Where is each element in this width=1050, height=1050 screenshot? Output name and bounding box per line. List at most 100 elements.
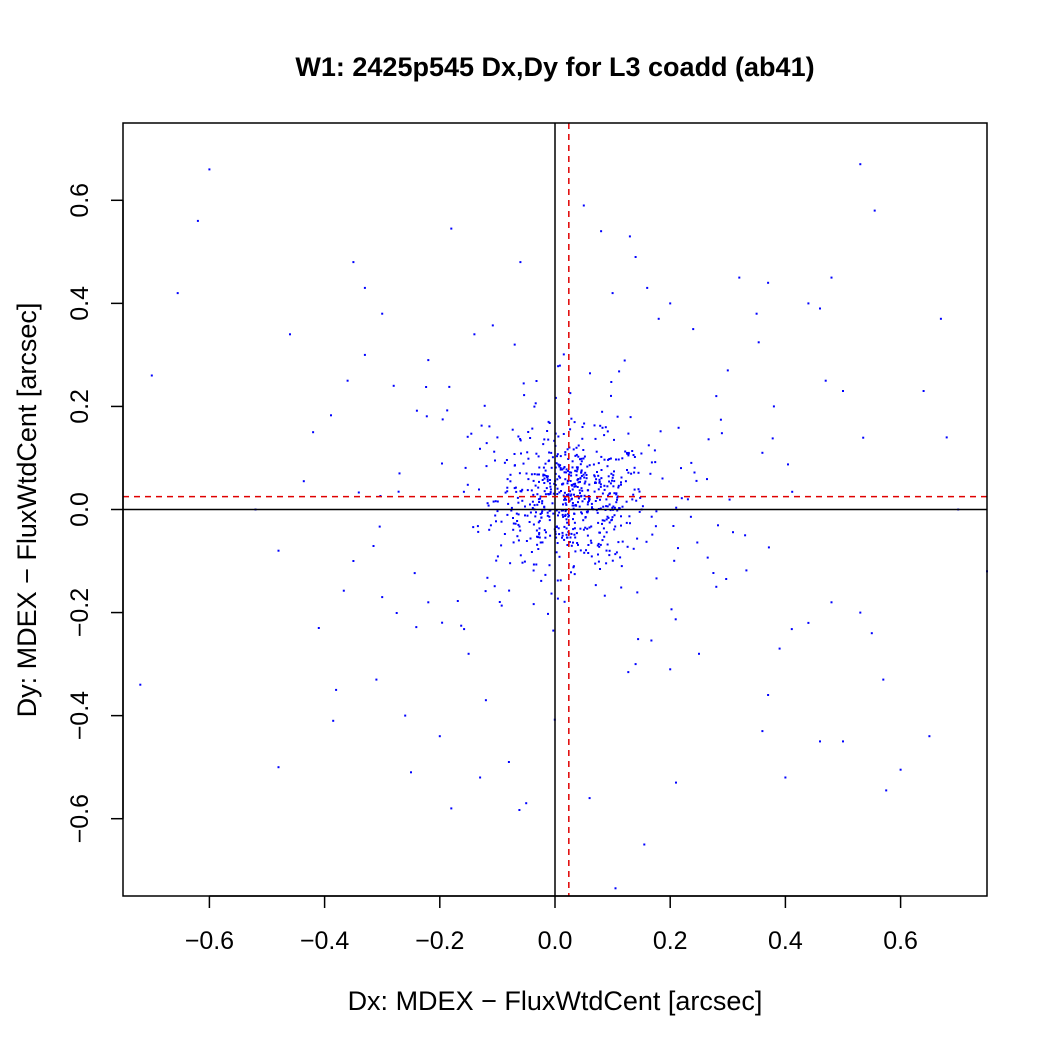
scatter-point-343 <box>556 542 559 544</box>
scatter-point-168 <box>550 451 553 454</box>
scatter-point-184 <box>543 438 546 441</box>
scatter-point-95 <box>494 514 497 517</box>
scatter-point-646 <box>506 513 509 516</box>
scatter-point-406 <box>538 536 541 539</box>
scatter-point-607 <box>582 449 585 451</box>
scatter-point-786 <box>654 461 657 464</box>
scatter-point-126 <box>496 500 499 503</box>
scatter-point-710 <box>548 515 551 518</box>
scatter-point-572 <box>487 504 490 507</box>
scatter-point-751 <box>556 493 559 495</box>
scatter-point-221 <box>611 516 614 519</box>
scatter-point-70 <box>669 668 672 671</box>
scatter-point-418 <box>556 453 559 456</box>
scatter-point-610 <box>674 618 677 621</box>
scatter-point-614 <box>500 604 503 607</box>
scatter-point-544 <box>538 480 540 483</box>
scatter-point-73 <box>657 317 660 320</box>
scatter-point-800 <box>562 467 565 470</box>
scatter-point-725 <box>413 572 416 575</box>
scatter-point-218 <box>586 534 589 537</box>
scatter-point-623 <box>598 531 601 534</box>
scatter-point-43 <box>807 302 810 305</box>
scatter-point-318 <box>563 491 566 494</box>
scatter-point-310 <box>566 521 569 524</box>
scatter-point-72 <box>692 328 695 331</box>
scatter-point-132 <box>507 502 510 505</box>
scatter-point-682 <box>577 481 580 484</box>
scatter-point-721 <box>495 559 498 562</box>
scatter-point-491 <box>558 511 561 514</box>
scatter-point-531 <box>562 515 565 518</box>
scatter-point-301 <box>611 476 614 479</box>
scatter-point-799 <box>599 568 601 570</box>
scatter-point-90 <box>559 468 562 471</box>
scatter-point-364 <box>534 484 537 487</box>
scatter-point-242 <box>533 473 536 476</box>
scatter-point-520 <box>543 474 546 477</box>
scatter-point-611 <box>610 381 613 383</box>
scatter-point-493 <box>593 475 596 478</box>
scatter-point-564 <box>568 541 571 543</box>
scatter-point-212 <box>485 465 488 468</box>
scatter-point-580 <box>593 424 596 427</box>
scatter-point-65 <box>715 395 718 398</box>
scatter-point-553 <box>521 488 524 491</box>
scatter-point-175 <box>616 509 619 512</box>
scatter-point-567 <box>572 483 575 486</box>
scatter-point-759 <box>460 624 463 627</box>
scatter-point-568 <box>618 507 621 510</box>
scatter-point-75 <box>381 596 384 599</box>
scatter-point-40 <box>859 163 862 166</box>
scatter-point-79 <box>427 601 430 604</box>
scatter-point-267 <box>605 562 608 565</box>
scatter-point-626 <box>491 324 494 327</box>
scatter-point-86 <box>755 312 758 315</box>
scatter-point-325 <box>582 519 585 522</box>
scatter-point-285 <box>582 473 585 476</box>
scatter-point-409 <box>519 554 522 557</box>
scatter-point-487 <box>575 474 578 477</box>
scatter-point-194 <box>612 474 615 477</box>
scatter-point-616 <box>639 496 642 499</box>
scatter-point-527 <box>600 455 603 458</box>
scatter-point-399 <box>590 555 593 558</box>
scatter-point-707 <box>559 455 562 458</box>
scatter-point-50 <box>859 611 862 614</box>
scatter-point-739 <box>717 524 719 527</box>
scatter-point-248 <box>518 525 521 528</box>
scatter-point-472 <box>590 502 593 505</box>
scatter-point-155 <box>575 446 578 449</box>
scatter-point-10 <box>335 688 338 691</box>
scatter-point-732 <box>620 476 623 479</box>
scatter-point-469 <box>605 549 608 552</box>
scatter-point-284 <box>601 426 604 429</box>
scatter-point-240 <box>560 509 563 512</box>
scatter-point-495 <box>573 521 576 524</box>
scatter-point-207 <box>599 507 602 510</box>
scatter-point-64 <box>824 379 827 382</box>
scatter-point-694 <box>637 638 640 641</box>
scatter-point-288 <box>571 504 574 507</box>
scatter-point-371 <box>567 493 570 496</box>
scatter-point-394 <box>580 460 583 463</box>
scatter-point-677 <box>535 380 538 382</box>
scatter-point-230 <box>531 507 534 509</box>
scatter-point-361 <box>552 512 555 515</box>
scatter-point-720 <box>548 422 551 424</box>
scatter-point-433 <box>596 511 599 514</box>
scatter-point-25 <box>484 699 487 702</box>
scatter-point-441 <box>549 488 552 491</box>
scatter-point-369 <box>505 459 508 461</box>
scatter-point-141 <box>556 487 559 490</box>
scatter-point-787 <box>659 430 662 433</box>
scatter-point-368 <box>574 536 577 539</box>
points-layer <box>139 163 988 890</box>
scatter-point-711 <box>599 543 602 546</box>
scatter-point-23 <box>473 333 476 336</box>
scatter-point-176 <box>607 494 609 497</box>
scatter-point-615 <box>650 639 653 642</box>
scatter-point-374 <box>540 512 543 514</box>
scatter-point-593 <box>548 451 551 454</box>
scatter-point-423 <box>611 506 614 509</box>
